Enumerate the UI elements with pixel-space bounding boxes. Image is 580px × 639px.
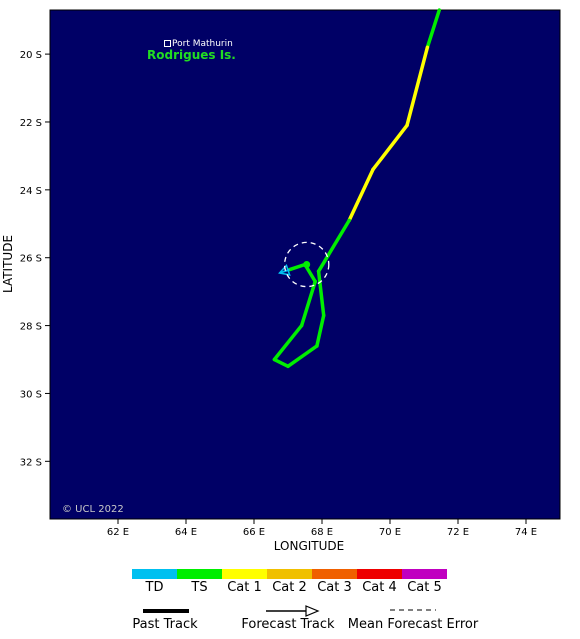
past-track-segment: [272, 323, 304, 362]
x-tick-label: 64 E: [175, 527, 197, 538]
past-track-segment: [287, 262, 307, 272]
x-tick-label: 70 E: [379, 527, 401, 538]
past-track-segment: [315, 313, 326, 348]
y-tick-label: 30 S: [20, 389, 42, 400]
y-tick-label: 22 S: [20, 118, 42, 129]
legend-category-label: Cat 3: [317, 580, 352, 595]
legend-category-label: Cat 1: [227, 580, 262, 595]
past-track-segment: [316, 269, 326, 318]
y-tick-label: 32 S: [20, 457, 42, 468]
x-tick-label: 62 E: [107, 527, 129, 538]
x-axis-title: LONGITUDE: [274, 539, 344, 553]
current-position-marker: [303, 261, 311, 268]
storm-tracks: [272, 8, 442, 369]
mean-error-legend-label: Mean Forecast Error: [348, 617, 479, 632]
forecast-arrow-icon: [278, 263, 291, 276]
legend-swatch: [132, 569, 177, 579]
rodrigues-label: Rodrigues Is.: [147, 48, 236, 62]
past-track-segment: [299, 279, 317, 328]
y-tick-label: 24 S: [20, 186, 42, 197]
legend-category-label: Cat 2: [272, 580, 307, 595]
y-axis-title: LATITUDE: [1, 235, 15, 293]
category-legend: TD TS Cat 1 Cat 2 Cat 3 Cat 4 Cat 5: [132, 569, 447, 595]
legend-swatch: [312, 569, 357, 579]
legend-category-label: Cat 5: [407, 580, 442, 595]
legend-category-label: Cat 4: [362, 580, 397, 595]
past-track-legend-label: Past Track: [132, 617, 198, 632]
past-track-segment: [405, 45, 430, 128]
x-tick-label: 74 E: [515, 527, 537, 538]
legend-swatch: [357, 569, 402, 579]
past-track-segment: [316, 218, 351, 274]
legend-category-label: TD: [145, 580, 164, 595]
y-tick-label: 28 S: [20, 322, 42, 333]
x-axis-ticks: 62 E 64 E 66 E 68 E 70 E 72 E 74 E: [107, 519, 537, 538]
x-tick-label: 68 E: [311, 527, 333, 538]
legend-category-label: TS: [190, 580, 207, 595]
past-track-segment: [272, 357, 290, 369]
forecast-track-legend-label: Forecast Track: [241, 617, 335, 632]
legend-swatch: [402, 569, 447, 579]
past-track-segment: [425, 8, 442, 50]
past-track-segment: [347, 167, 375, 223]
past-track-segment: [286, 344, 319, 369]
legend-swatch: [177, 569, 222, 579]
y-tick-label: 20 S: [20, 50, 42, 61]
forecast-arrow-icon: [305, 605, 320, 617]
mean-forecast-error-circle: [283, 241, 330, 288]
port-mathurin-marker: [164, 40, 171, 47]
y-axis-ticks: 20 S 22 S 24 S 26 S 28 S 30 S 32 S: [20, 50, 50, 468]
copyright-text: © UCL 2022: [62, 504, 124, 515]
y-tick-label: 26 S: [20, 254, 42, 265]
x-tick-label: 72 E: [447, 527, 469, 538]
legend-swatch: [267, 569, 312, 579]
legend-swatch: [222, 569, 267, 579]
past-track-segment: [371, 123, 409, 172]
port-mathurin-label: Port Mathurin: [172, 39, 233, 49]
x-tick-label: 66 E: [243, 527, 265, 538]
